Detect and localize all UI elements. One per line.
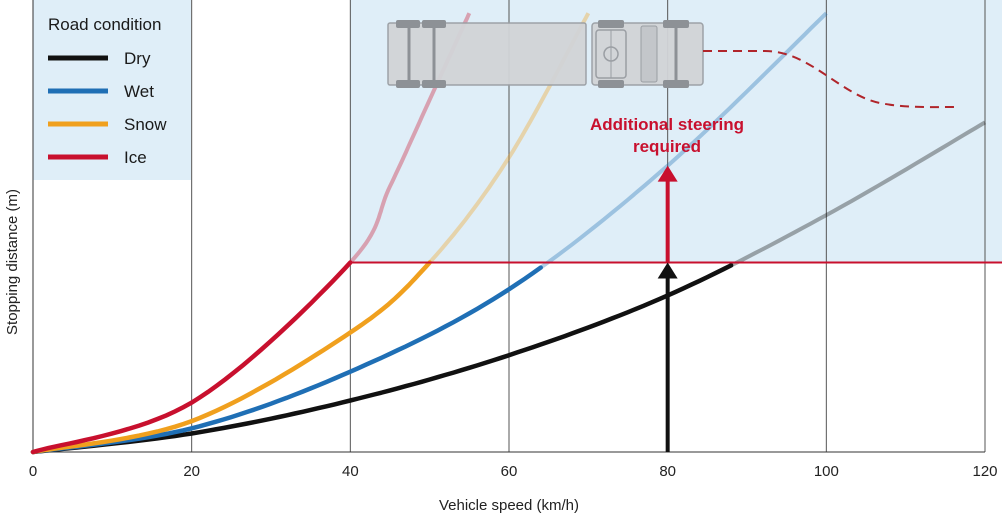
- series-ice: [30, 260, 353, 455]
- legend-label-ice: Ice: [124, 148, 147, 167]
- x-tick-40: 40: [342, 463, 359, 480]
- legend-label-wet: Wet: [124, 82, 154, 101]
- series-wet-faded: [539, 11, 828, 270]
- x-tick-labels: 0 20 40 60 80 100 120: [29, 463, 998, 480]
- x-tick-60: 60: [501, 463, 518, 480]
- annotation-line-1: required: [633, 137, 701, 156]
- series-curves: [30, 11, 987, 455]
- legend: Road condition Dry Wet Snow Ice: [48, 15, 167, 167]
- speed-arrows: [657, 165, 678, 452]
- annotation-line-0: Additional steering: [590, 115, 744, 134]
- x-tick-20: 20: [183, 463, 200, 480]
- truck-icon: [387, 20, 704, 88]
- legend-label-dry: Dry: [124, 49, 151, 68]
- x-tick-120: 120: [972, 463, 997, 480]
- x-tick-80: 80: [659, 463, 676, 480]
- y-axis-title: Stopping distance (m): [4, 189, 21, 335]
- legend-title: Road condition: [48, 15, 161, 34]
- x-tick-100: 100: [814, 463, 839, 480]
- series-wet: [30, 265, 543, 455]
- legend-label-snow: Snow: [124, 115, 167, 134]
- x-axis-title: Vehicle speed (km/h): [439, 497, 579, 514]
- arrow-0: [657, 262, 678, 452]
- x-tick-0: 0: [29, 463, 37, 480]
- series-snow: [30, 260, 432, 455]
- series-dry: [30, 263, 734, 455]
- steering-annotation: Additional steering required: [590, 115, 744, 156]
- arrow-1: [657, 165, 678, 263]
- series-dry-faded: [730, 120, 987, 268]
